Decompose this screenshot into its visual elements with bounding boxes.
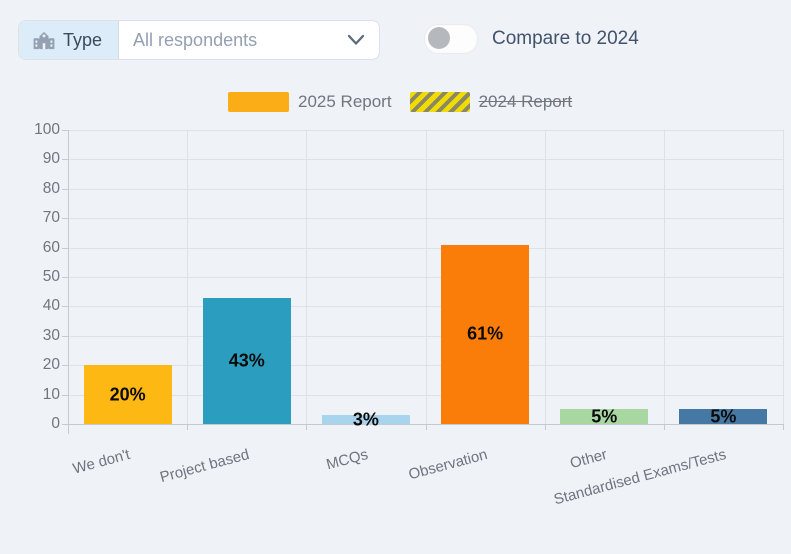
compare-toggle-label: Compare to 2024 [492, 28, 639, 49]
y-axis-tick [62, 277, 68, 278]
x-axis-tick [425, 424, 427, 430]
y-axis-tick [62, 365, 68, 367]
x-axis-tick [544, 424, 546, 430]
bar-value-label: 20% [109, 384, 146, 405]
compare-toggle-switch[interactable] [424, 24, 478, 54]
y-axis-label: 30 [42, 326, 60, 344]
y-axis-label: 20 [42, 356, 60, 374]
y-axis-label: 0 [51, 415, 60, 432]
x-axis-tick [663, 424, 665, 430]
x-axis-label: Other [568, 446, 609, 473]
y-axis-label: 90 [42, 150, 60, 168]
y-axis-tick [62, 130, 68, 131]
x-axis-tick [306, 424, 308, 430]
y-axis-tick [62, 394, 68, 396]
x-gridline [306, 130, 308, 424]
y-axis-label: 10 [42, 385, 60, 403]
x-gridline [544, 130, 546, 424]
y-axis-tick [62, 218, 68, 220]
bar-value-label: 5% [591, 406, 618, 427]
bar-standardised-exams-tests[interactable] [679, 409, 768, 424]
bar-mcqs[interactable] [321, 415, 410, 424]
y-axis-label: 50 [42, 268, 60, 285]
y-axis-label: 40 [42, 297, 60, 315]
y-axis-tick [62, 159, 68, 161]
respondents-dropdown[interactable]: All respondents [119, 21, 379, 59]
type-filter: Type All respondents [18, 20, 380, 60]
bar-project-based[interactable] [202, 297, 291, 424]
bar-we-don-t[interactable] [83, 365, 172, 424]
x-gridline [783, 130, 784, 424]
compare-toggle-row: Compare to 2024 [424, 24, 639, 54]
x-gridline [68, 130, 69, 434]
school-icon [33, 31, 55, 50]
x-axis-label: MCQs [324, 446, 371, 474]
legend-item-2024[interactable]: 2024 Report [409, 92, 573, 112]
legend-label-2025: 2025 Report [298, 92, 392, 111]
legend-swatch-2024 [409, 92, 470, 112]
y-axis-tick [62, 424, 68, 425]
x-axis-label: We don't [71, 446, 132, 478]
type-filter-prefix: Type [19, 21, 120, 59]
legend-label-2024: 2024 Report [478, 92, 573, 111]
x-axis-tick [68, 424, 69, 430]
y-axis-tick [62, 247, 68, 249]
y-axis-tick [62, 335, 68, 337]
bar-value-label: 3% [352, 409, 379, 430]
y-axis-label: 60 [42, 238, 60, 256]
y-axis-tick [62, 306, 68, 308]
toggle-knob [428, 27, 450, 49]
respondents-dropdown-value: All respondents [133, 29, 258, 50]
x-axis-tick [783, 424, 784, 430]
x-axis-label: Project based [158, 446, 252, 487]
bar-value-label: 5% [710, 406, 737, 427]
y-axis-label: 70 [42, 209, 60, 227]
bar-observation[interactable] [441, 244, 530, 424]
x-gridline [187, 130, 189, 424]
y-axis-label: 100 [34, 121, 60, 138]
legend-item-2025[interactable]: 2025 Report [228, 92, 392, 112]
x-axis-tick [187, 424, 189, 430]
x-gridline [663, 130, 665, 424]
y-axis-label: 80 [42, 179, 60, 197]
x-axis-label: Observation [406, 446, 490, 484]
type-filter-label: Type [63, 29, 103, 50]
bar-other[interactable] [560, 409, 649, 424]
bar-value-label: 61% [467, 323, 504, 344]
y-axis-tick [62, 188, 68, 190]
bar-value-label: 43% [228, 350, 265, 371]
x-gridline [425, 130, 427, 424]
chevron-down-icon [347, 34, 365, 46]
chart-legend: 2025 Report 2024 Report [228, 92, 572, 112]
legend-swatch-2025 [228, 92, 289, 112]
